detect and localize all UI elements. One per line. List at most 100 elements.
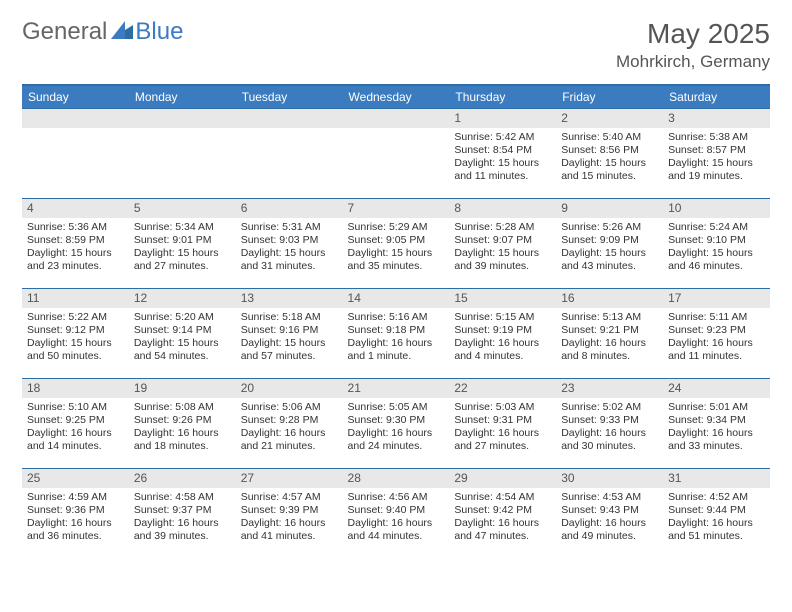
day-details: Sunrise: 4:54 AMSunset: 9:42 PMDaylight:… — [449, 488, 556, 548]
day-number: 6 — [236, 199, 343, 218]
day-number: 9 — [556, 199, 663, 218]
day-details: Sunrise: 5:29 AMSunset: 9:05 PMDaylight:… — [343, 218, 450, 278]
daylight-text: Daylight: 16 hours and 36 minutes. — [27, 517, 124, 543]
sunrise-text: Sunrise: 5:06 AM — [241, 401, 338, 414]
weekday-header: Monday — [129, 86, 236, 109]
calendar-cell: 2Sunrise: 5:40 AMSunset: 8:56 PMDaylight… — [556, 109, 663, 199]
sunrise-text: Sunrise: 5:29 AM — [348, 221, 445, 234]
day-number: 24 — [663, 379, 770, 398]
daylight-text: Daylight: 15 hours and 57 minutes. — [241, 337, 338, 363]
calendar-cell: 17 Sunrise: 5:11 AMSunset: 9:23 PMDayligh… — [663, 289, 770, 379]
calendar-cell: 1Sunrise: 5:42 AMSunset: 8:54 PMDaylight… — [449, 109, 556, 199]
calendar-cell — [236, 109, 343, 199]
sunset-text: Sunset: 9:14 PM — [134, 324, 231, 337]
logo-text-blue: Blue — [135, 18, 183, 46]
day-details: Sunrise: 5:05 AMSunset: 9:30 PMDaylight:… — [343, 398, 450, 458]
day-number — [236, 109, 343, 128]
day-details: Sunrise: 5:01 AMSunset: 9:34 PMDaylight:… — [663, 398, 770, 458]
calendar-cell: 18Sunrise: 5:10 AMSunset: 9:25 PMDayligh… — [22, 379, 129, 469]
daylight-text: Daylight: 15 hours and 46 minutes. — [668, 247, 765, 273]
logo-text-general: General — [22, 18, 107, 46]
weekday-header: Saturday — [663, 86, 770, 109]
calendar-cell: 23Sunrise: 5:02 AMSunset: 9:33 PMDayligh… — [556, 379, 663, 469]
calendar-cell: 7Sunrise: 5:29 AMSunset: 9:05 PMDaylight… — [343, 199, 450, 289]
day-number: 1 — [449, 109, 556, 128]
calendar-week-row: 4Sunrise: 5:36 AMSunset: 8:59 PMDaylight… — [22, 199, 770, 289]
sunset-text: Sunset: 9:23 PM — [668, 324, 765, 337]
sunrise-text: Sunrise: 5:40 AM — [561, 131, 658, 144]
title-block: May 2025 Mohrkirch, Germany — [616, 18, 770, 72]
calendar-cell: 25Sunrise: 4:59 AMSunset: 9:36 PMDayligh… — [22, 469, 129, 559]
day-details: Sunrise: 4:58 AMSunset: 9:37 PMDaylight:… — [129, 488, 236, 548]
daylight-text: Daylight: 15 hours and 19 minutes. — [668, 157, 765, 183]
day-details: Sunrise: 5:18 AMSunset: 9:16 PMDaylight:… — [236, 308, 343, 368]
calendar-cell — [22, 109, 129, 199]
daylight-text: Daylight: 16 hours and 4 minutes. — [454, 337, 551, 363]
sunrise-text: Sunrise: 5:34 AM — [134, 221, 231, 234]
calendar-week-row: 11Sunrise: 5:22 AMSunset: 9:12 PMDayligh… — [22, 289, 770, 379]
day-number: 3 — [663, 109, 770, 128]
weekday-header: Friday — [556, 86, 663, 109]
sunset-text: Sunset: 9:07 PM — [454, 234, 551, 247]
day-number: 31 — [663, 469, 770, 488]
calendar-table: SundayMondayTuesdayWednesdayThursdayFrid… — [22, 86, 770, 559]
day-number: 30 — [556, 469, 663, 488]
day-number: 10 — [663, 199, 770, 218]
day-number: 12 — [129, 289, 236, 308]
day-details: Sunrise: 5:34 AMSunset: 9:01 PMDaylight:… — [129, 218, 236, 278]
daylight-text: Daylight: 16 hours and 47 minutes. — [454, 517, 551, 543]
day-number: 2 — [556, 109, 663, 128]
sunset-text: Sunset: 9:18 PM — [348, 324, 445, 337]
logo-icon — [111, 18, 133, 46]
calendar-cell: 26Sunrise: 4:58 AMSunset: 9:37 PMDayligh… — [129, 469, 236, 559]
sunset-text: Sunset: 9:31 PM — [454, 414, 551, 427]
day-details: Sunrise: 4:52 AMSunset: 9:44 PMDaylight:… — [663, 488, 770, 548]
sunrise-text: Sunrise: 4:52 AM — [668, 491, 765, 504]
calendar-week-row: 25Sunrise: 4:59 AMSunset: 9:36 PMDayligh… — [22, 469, 770, 559]
weekday-header: Wednesday — [343, 86, 450, 109]
day-number: 18 — [22, 379, 129, 398]
calendar-cell: 27Sunrise: 4:57 AMSunset: 9:39 PMDayligh… — [236, 469, 343, 559]
day-number: 4 — [22, 199, 129, 218]
day-number: 11 — [22, 289, 129, 308]
day-details: Sunrise: 4:53 AMSunset: 9:43 PMDaylight:… — [556, 488, 663, 548]
daylight-text: Daylight: 15 hours and 31 minutes. — [241, 247, 338, 273]
daylight-text: Daylight: 16 hours and 14 minutes. — [27, 427, 124, 453]
calendar-cell: 4Sunrise: 5:36 AMSunset: 8:59 PMDaylight… — [22, 199, 129, 289]
day-number: 14 — [343, 289, 450, 308]
calendar-cell: 24Sunrise: 5:01 AMSunset: 9:34 PMDayligh… — [663, 379, 770, 469]
sunrise-text: Sunrise: 5:31 AM — [241, 221, 338, 234]
sunset-text: Sunset: 9:43 PM — [561, 504, 658, 517]
weekday-header: Thursday — [449, 86, 556, 109]
day-details: Sunrise: 5:31 AMSunset: 9:03 PMDaylight:… — [236, 218, 343, 278]
daylight-text: Daylight: 16 hours and 44 minutes. — [348, 517, 445, 543]
day-details: Sunrise: 5:24 AMSunset: 9:10 PMDaylight:… — [663, 218, 770, 278]
day-details: Sunrise: 5:08 AMSunset: 9:26 PMDaylight:… — [129, 398, 236, 458]
sunrise-text: Sunrise: 5:05 AM — [348, 401, 445, 414]
daylight-text: Daylight: 16 hours and 8 minutes. — [561, 337, 658, 363]
calendar-cell: 28Sunrise: 4:56 AMSunset: 9:40 PMDayligh… — [343, 469, 450, 559]
sunset-text: Sunset: 9:10 PM — [668, 234, 765, 247]
calendar-week-row: 1Sunrise: 5:42 AMSunset: 8:54 PMDaylight… — [22, 109, 770, 199]
calendar-cell: 31Sunrise: 4:52 AMSunset: 9:44 PMDayligh… — [663, 469, 770, 559]
daylight-text: Daylight: 15 hours and 50 minutes. — [27, 337, 124, 363]
sunrise-text: Sunrise: 5:11 AM — [668, 311, 765, 324]
daylight-text: Daylight: 16 hours and 11 minutes. — [668, 337, 765, 363]
sunrise-text: Sunrise: 5:02 AM — [561, 401, 658, 414]
sunrise-text: Sunrise: 5:26 AM — [561, 221, 658, 234]
day-details: Sunrise: 5:15 AMSunset: 9:19 PMDaylight:… — [449, 308, 556, 368]
sunset-text: Sunset: 9:28 PM — [241, 414, 338, 427]
daylight-text: Daylight: 15 hours and 39 minutes. — [454, 247, 551, 273]
day-number: 28 — [343, 469, 450, 488]
calendar-body: 1Sunrise: 5:42 AMSunset: 8:54 PMDaylight… — [22, 109, 770, 559]
sunrise-text: Sunrise: 5:01 AM — [668, 401, 765, 414]
sunrise-text: Sunrise: 5:08 AM — [134, 401, 231, 414]
calendar-cell: 12Sunrise: 5:20 AMSunset: 9:14 PMDayligh… — [129, 289, 236, 379]
sunset-text: Sunset: 9:42 PM — [454, 504, 551, 517]
sunset-text: Sunset: 9:12 PM — [27, 324, 124, 337]
page-title: May 2025 — [616, 18, 770, 50]
day-number: 17 — [663, 289, 770, 308]
sunset-text: Sunset: 9:37 PM — [134, 504, 231, 517]
sunset-text: Sunset: 9:25 PM — [27, 414, 124, 427]
day-number: 23 — [556, 379, 663, 398]
